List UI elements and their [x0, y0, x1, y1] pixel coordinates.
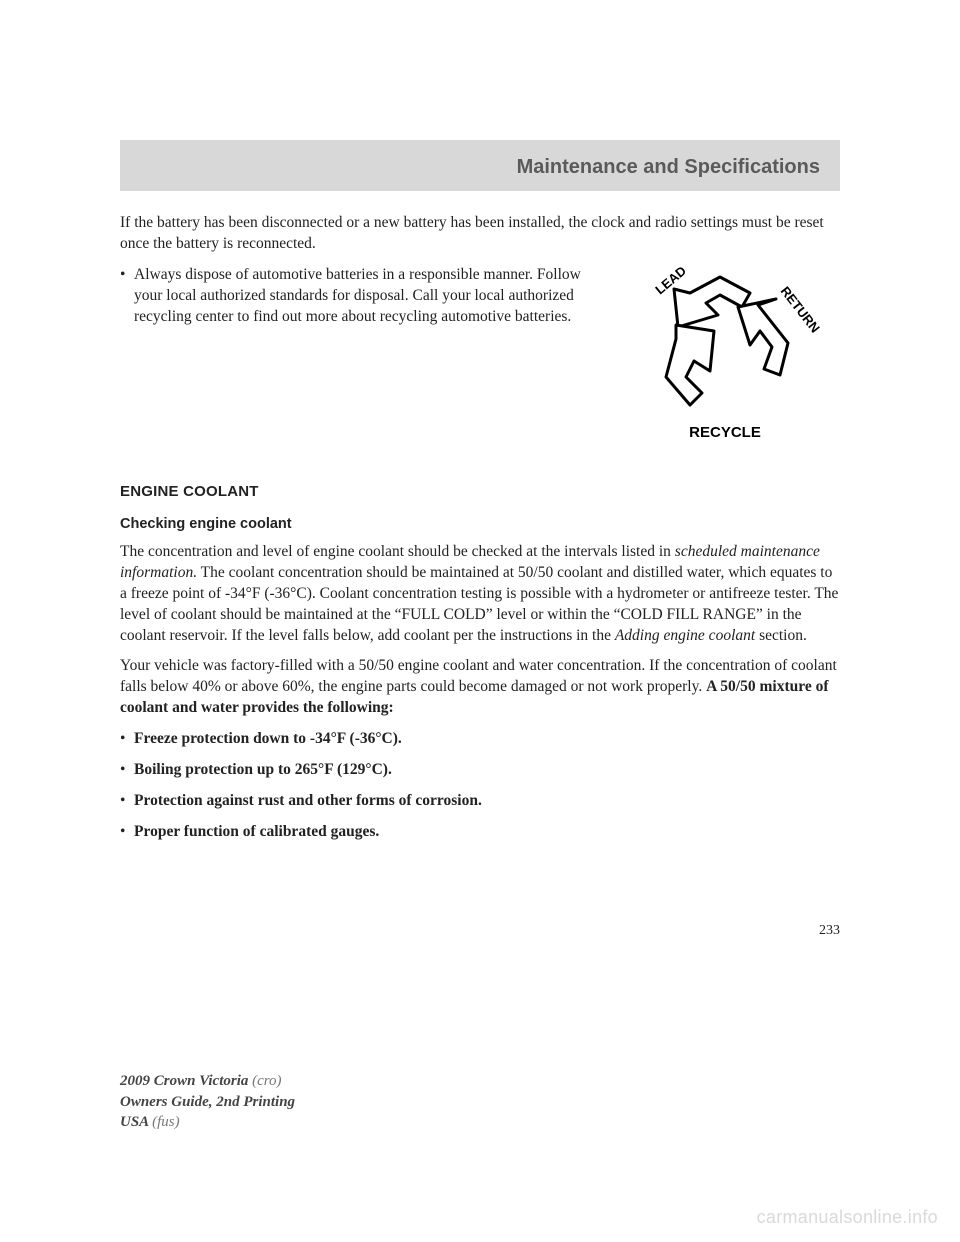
- list-item-text: Proper function of calibrated gauges.: [134, 822, 840, 843]
- battery-text-col: • Always dispose of automotive batteries…: [120, 265, 586, 455]
- recycle-label-return: RETURN: [778, 283, 823, 335]
- chapter-title: Maintenance and Specifications: [517, 156, 820, 178]
- bullet-dot-icon: •: [120, 822, 134, 843]
- p1-part-a: The concentration and level of engine co…: [120, 543, 675, 560]
- document-page: Maintenance and Specifications If the ba…: [0, 0, 960, 999]
- footer-code-1: (cro): [252, 1073, 281, 1089]
- list-item-text: Boiling protection up to 265°F (129°C).: [134, 760, 840, 781]
- battery-section: • Always dispose of automotive batteries…: [120, 265, 840, 455]
- p1-part-c: section.: [755, 627, 807, 644]
- list-item-text: Freeze protection down to -34°F (-36°C).: [134, 729, 840, 750]
- battery-bullet: • Always dispose of automotive batteries…: [120, 265, 586, 328]
- bullet-dot-icon: •: [120, 729, 134, 750]
- chapter-header: Maintenance and Specifications: [120, 140, 840, 191]
- watermark-text: carmanualsonline.info: [757, 1207, 938, 1228]
- page-number: 233: [120, 923, 840, 939]
- bullet-dot-icon: •: [120, 265, 134, 286]
- p1-italic-2: Adding engine coolant: [615, 627, 755, 644]
- battery-bullet-text: Always dispose of automotive batteries i…: [134, 265, 586, 328]
- footer-line-1: 2009 Crown Victoria (cro): [120, 1071, 295, 1091]
- benefits-list: • Freeze protection down to -34°F (-36°C…: [120, 729, 840, 843]
- recycle-icon: LEAD RETURN RECYCLE: [620, 265, 830, 455]
- footer-code-2: (fus): [152, 1114, 180, 1130]
- list-item: • Protection against rust and other form…: [120, 791, 840, 812]
- footer-line-2: Owners Guide, 2nd Printing: [120, 1092, 295, 1112]
- section-heading: ENGINE COOLANT: [120, 483, 840, 500]
- footer-model: 2009 Crown Victoria: [120, 1073, 252, 1089]
- coolant-para-1: The concentration and level of engine co…: [120, 542, 840, 647]
- coolant-para-2: Your vehicle was factory-filled with a 5…: [120, 656, 840, 719]
- intro-paragraph: If the battery has been disconnected or …: [120, 213, 840, 255]
- list-item-text: Protection against rust and other forms …: [134, 791, 840, 812]
- recycle-label-recycle: RECYCLE: [689, 424, 761, 441]
- footer-block: 2009 Crown Victoria (cro) Owners Guide, …: [120, 1071, 295, 1132]
- footer-region: USA: [120, 1114, 152, 1130]
- subsection-heading: Checking engine coolant: [120, 516, 840, 532]
- list-item: • Freeze protection down to -34°F (-36°C…: [120, 729, 840, 750]
- bullet-dot-icon: •: [120, 791, 134, 812]
- footer-line-3: USA (fus): [120, 1112, 295, 1132]
- bullet-dot-icon: •: [120, 760, 134, 781]
- recycle-figure: LEAD RETURN RECYCLE: [610, 265, 840, 455]
- list-item: • Boiling protection up to 265°F (129°C)…: [120, 760, 840, 781]
- list-item: • Proper function of calibrated gauges.: [120, 822, 840, 843]
